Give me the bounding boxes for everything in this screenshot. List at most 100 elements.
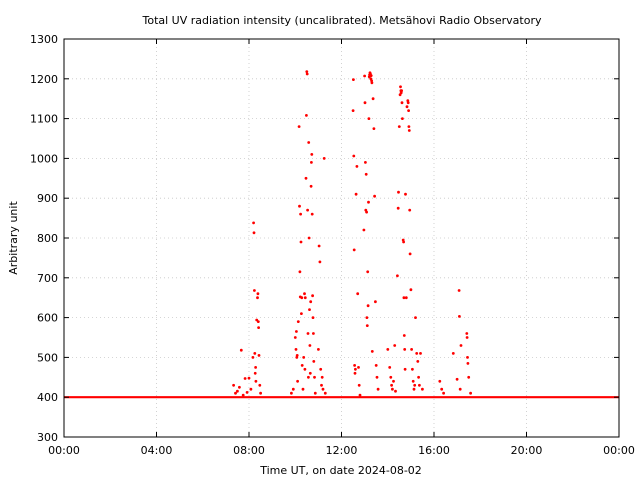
data-point <box>362 228 366 232</box>
data-point <box>306 332 310 335</box>
data-point <box>298 270 302 274</box>
data-point <box>369 74 373 77</box>
data-point <box>317 244 321 248</box>
data-point <box>254 379 258 383</box>
data-point <box>405 105 409 109</box>
data-point <box>243 377 247 380</box>
data-point <box>305 114 308 117</box>
chart-title: Total UV radiation intensity (uncalibrat… <box>142 14 542 27</box>
data-point <box>365 324 369 327</box>
data-point <box>317 348 320 351</box>
data-point <box>367 117 371 120</box>
data-point <box>253 289 256 292</box>
data-point <box>253 371 257 375</box>
data-point <box>365 316 369 319</box>
data-point <box>415 352 419 355</box>
data-point <box>313 375 316 379</box>
data-point <box>321 387 325 391</box>
data-point <box>241 393 245 397</box>
data-point <box>466 356 469 359</box>
data-point <box>302 356 306 359</box>
data-point <box>396 274 399 278</box>
data-point <box>355 165 359 168</box>
data-point <box>305 70 309 73</box>
x-tick-label: 20:00 <box>511 444 543 457</box>
data-point <box>299 212 302 216</box>
y-tick-label: 1300 <box>30 33 58 46</box>
data-point <box>402 296 406 300</box>
data-point <box>304 176 308 180</box>
data-point <box>300 296 304 300</box>
data-point <box>234 391 237 395</box>
plot-frame <box>63 38 620 438</box>
data-point <box>236 389 239 393</box>
data-point <box>354 192 358 196</box>
data-point <box>374 364 378 367</box>
data-point <box>465 336 469 339</box>
data-point <box>400 101 404 105</box>
data-point <box>251 356 255 359</box>
data-point <box>353 364 356 367</box>
data-point <box>417 375 420 379</box>
data-point <box>397 125 401 128</box>
data-point <box>397 190 400 194</box>
data-point <box>375 375 379 379</box>
data-point <box>301 387 305 391</box>
data-point <box>367 200 370 204</box>
data-point <box>252 231 256 235</box>
y-axis: 300 400 500 600 700 800 900 1000 1100 1200 1300 <box>30 33 619 444</box>
data-point <box>290 391 293 395</box>
data-point <box>307 375 310 379</box>
data-point <box>232 383 236 387</box>
data-point <box>402 240 405 244</box>
data-point <box>247 376 251 380</box>
data-point <box>458 315 461 318</box>
data-point <box>357 383 361 387</box>
data-point <box>392 379 395 383</box>
data-point <box>440 387 444 391</box>
data-point <box>239 348 243 352</box>
data-point <box>393 344 397 347</box>
data-point <box>312 332 315 335</box>
data-point <box>318 260 322 264</box>
data-point <box>438 379 442 383</box>
y-tick-label: 700 <box>37 272 58 285</box>
data-point <box>466 362 470 365</box>
data-point <box>307 141 311 144</box>
data-point <box>364 161 367 164</box>
x-tick-label: 04:00 <box>141 444 173 457</box>
data-point <box>310 212 314 216</box>
data-point <box>403 348 407 351</box>
data-point <box>406 101 410 105</box>
data-point <box>419 352 422 355</box>
data-point <box>320 375 324 379</box>
data-point <box>306 208 309 212</box>
data-point <box>307 236 311 240</box>
data-point <box>238 385 241 389</box>
data-point <box>386 348 390 351</box>
x-tick-label: 12:00 <box>326 444 358 457</box>
data-point <box>300 364 304 367</box>
y-tick-label: 600 <box>37 312 58 325</box>
data-point <box>372 127 376 130</box>
data-point <box>418 383 421 387</box>
data-point <box>297 125 301 128</box>
data-point <box>308 371 312 375</box>
data-point <box>319 367 323 371</box>
x-tick-label: 16:00 <box>418 444 450 457</box>
data-point <box>298 204 301 208</box>
data-point <box>407 129 411 132</box>
data-point <box>370 350 374 353</box>
data-point <box>364 172 368 176</box>
data-point <box>373 194 376 198</box>
data-point <box>391 387 394 391</box>
data-point <box>451 352 455 355</box>
data-point <box>320 383 323 387</box>
data-point <box>293 336 297 339</box>
data-point <box>353 371 357 375</box>
y-tick-label: 1100 <box>30 113 58 126</box>
data-point <box>394 389 397 393</box>
data-point <box>455 377 459 381</box>
data-point <box>310 153 314 156</box>
data-point <box>410 348 413 351</box>
